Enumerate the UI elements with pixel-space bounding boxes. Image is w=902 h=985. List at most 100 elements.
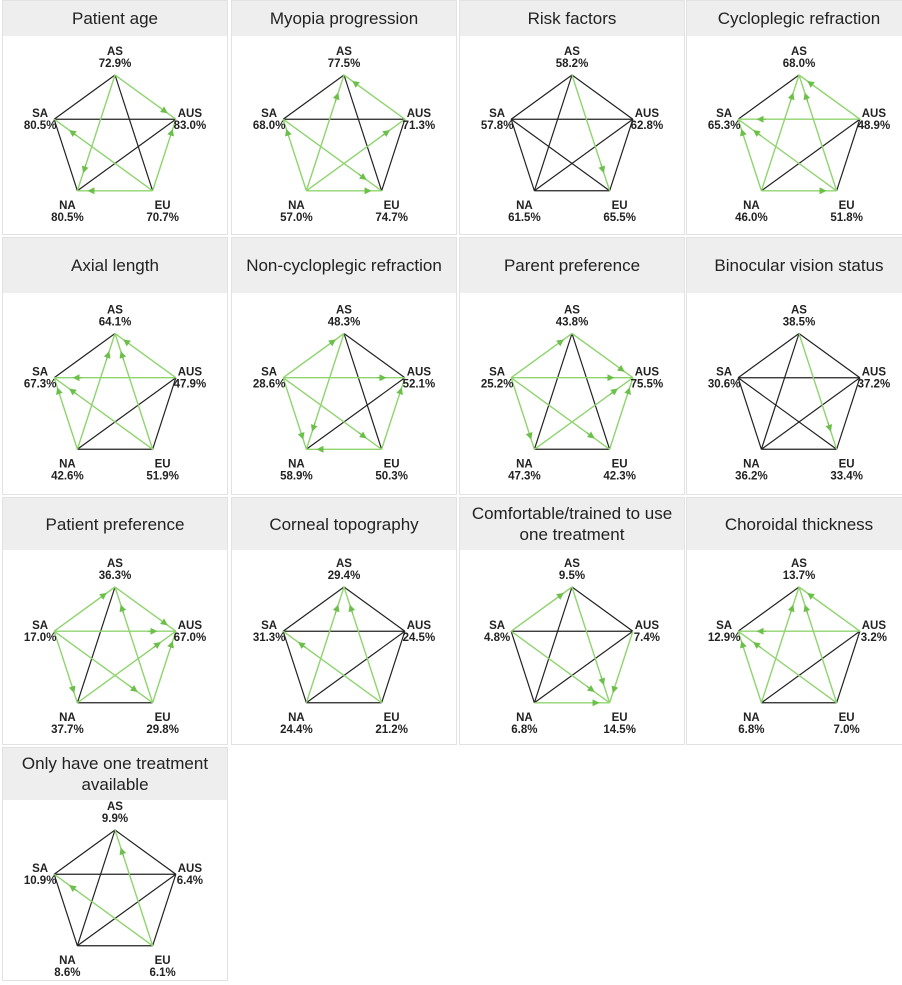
edge	[306, 377, 406, 450]
node-value: 28.6%	[253, 379, 286, 391]
node-name: EU	[384, 712, 400, 724]
node-value: 75.5%	[631, 379, 664, 391]
edge	[737, 74, 800, 120]
node-name: SA	[261, 620, 277, 632]
arrow	[69, 130, 78, 137]
edge	[510, 630, 611, 704]
node-value: 17.0%	[24, 632, 57, 644]
node-value: 6.8%	[738, 724, 764, 736]
edge	[53, 377, 154, 450]
node-name: AUS	[635, 108, 660, 120]
node-value: 67.3%	[24, 379, 57, 391]
arrow	[167, 640, 174, 649]
node-name: AS	[564, 46, 580, 58]
edge	[282, 377, 308, 450]
node-name: SA	[489, 108, 505, 120]
node-value: 30.6%	[708, 379, 741, 391]
edge	[510, 119, 535, 191]
edge	[282, 332, 345, 379]
node-value: 6.4%	[177, 875, 203, 887]
node-value: 83.0%	[174, 120, 207, 132]
node-name: NA	[516, 458, 533, 470]
arrow	[598, 675, 606, 686]
edge	[571, 332, 634, 379]
arrow	[68, 685, 76, 694]
edge	[53, 630, 154, 704]
node-value: 46.0%	[735, 212, 768, 224]
edge	[305, 586, 345, 703]
node-value: 48.9%	[858, 120, 891, 132]
node-name: AS	[107, 46, 123, 58]
node-name: AS	[564, 305, 580, 317]
panel-title: Patient age	[3, 1, 227, 36]
arrow	[807, 592, 815, 600]
edge	[151, 119, 177, 191]
node-value: 64.1%	[99, 317, 132, 329]
arrow	[753, 130, 762, 137]
edge	[510, 118, 610, 192]
panel: Patient age AS 72.9% AUS 83.0% EU 70.7% NA 80.5%…	[2, 0, 228, 235]
node-name: EU	[612, 458, 628, 470]
node-value: 47.9%	[174, 379, 207, 391]
node-value: 4.8%	[484, 632, 510, 644]
panel: Risk factors AS 58.2% AUS 62.8% EU 65.5% NA 61.5…	[459, 0, 685, 235]
node-value: 37.2%	[858, 379, 891, 391]
node-value: 52.1%	[403, 379, 436, 391]
arrow	[617, 364, 625, 372]
node-value: 29.4%	[328, 570, 361, 582]
panel-title: Axial length	[3, 238, 227, 293]
edge	[798, 333, 861, 379]
node-value: 65.5%	[603, 212, 636, 224]
edge	[380, 377, 406, 450]
node-name: EU	[839, 458, 855, 470]
edge	[798, 333, 838, 450]
edge	[76, 829, 116, 946]
arrow	[69, 388, 78, 396]
edge	[282, 377, 383, 450]
node-value: 80.5%	[24, 120, 57, 132]
edge	[77, 377, 177, 450]
arrow	[556, 592, 564, 600]
node-name: EU	[612, 200, 628, 212]
node-name: SA	[32, 863, 48, 875]
edge	[114, 829, 154, 946]
node-value: 50.3%	[375, 470, 408, 482]
node-value: 70.7%	[146, 212, 179, 224]
arrow	[348, 604, 356, 614]
arrow	[381, 130, 390, 137]
node-value: 24.5%	[403, 632, 436, 644]
node-value: 3.2%	[861, 632, 887, 644]
panel-title: Binocular vision status	[687, 238, 902, 293]
panel: Only have one treatment available AS 9.9% A…	[2, 747, 228, 981]
arrow	[160, 106, 168, 114]
arrow	[332, 604, 340, 614]
edge	[737, 377, 837, 450]
edge	[282, 631, 307, 703]
panel: Choroidal thickness AS 13.7% AUS 3.2% EU 7.0% N…	[686, 497, 902, 745]
edge	[836, 631, 861, 703]
edge	[760, 586, 800, 703]
node-name: SA	[716, 108, 732, 120]
node-name: NA	[743, 200, 760, 212]
edge	[571, 74, 611, 191]
edge	[76, 630, 177, 704]
node-name: AUS	[635, 367, 660, 379]
node-value: 51.8%	[830, 212, 863, 224]
edge	[114, 333, 154, 450]
node-value: 57.0%	[280, 212, 313, 224]
edge	[381, 631, 406, 703]
edge	[737, 118, 838, 192]
edge	[534, 118, 634, 192]
edge	[76, 333, 116, 450]
arrow	[352, 80, 360, 88]
node-name: AS	[564, 558, 580, 570]
arrow	[807, 80, 815, 88]
arrow	[586, 685, 595, 692]
node-name: EU	[839, 712, 855, 724]
edge	[76, 586, 116, 703]
node-name: NA	[288, 200, 305, 212]
arrow	[396, 387, 403, 396]
